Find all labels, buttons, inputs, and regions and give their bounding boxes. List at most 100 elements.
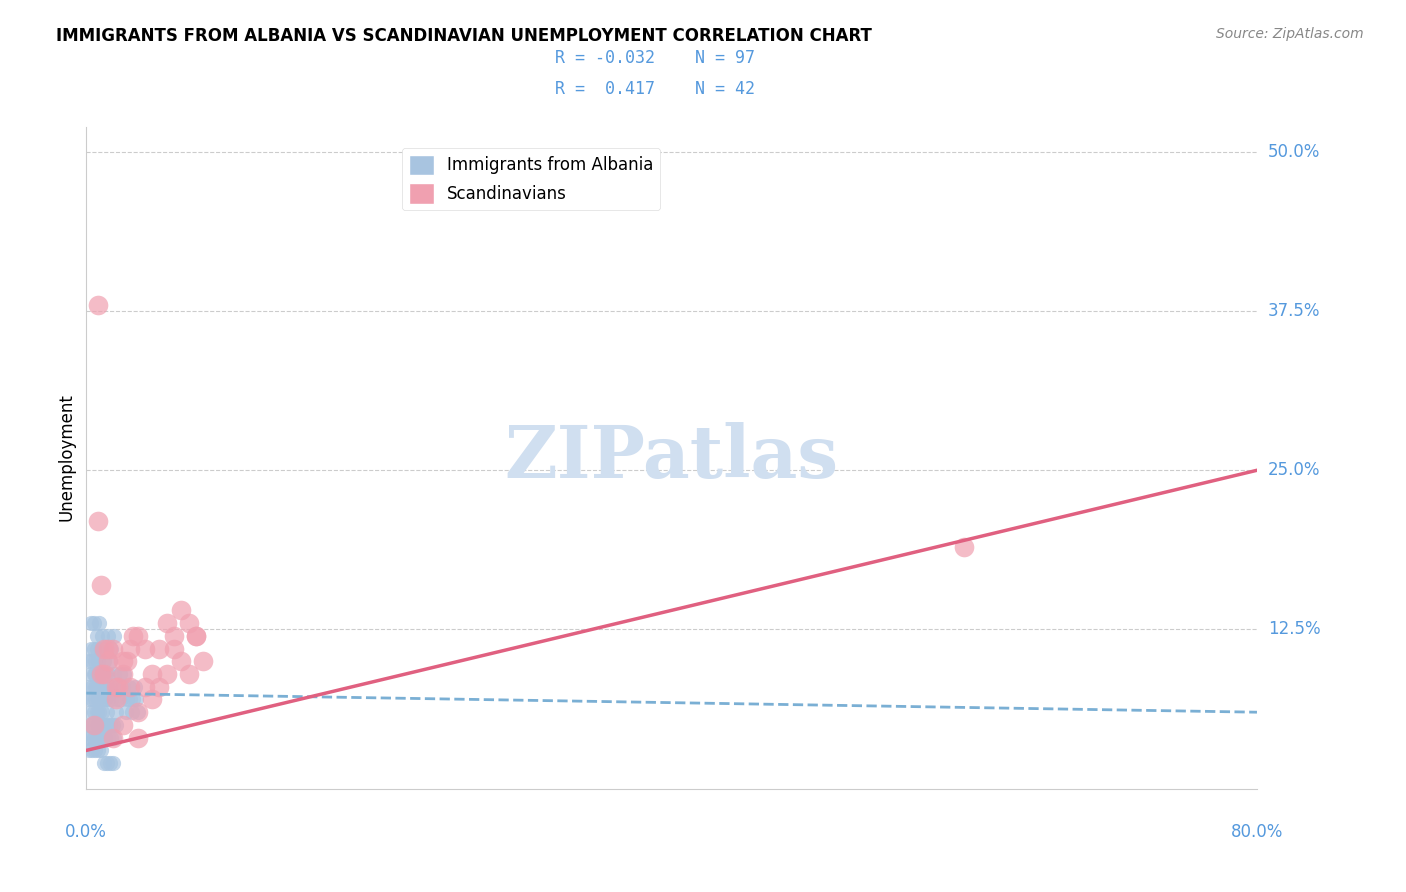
Point xyxy=(184,629,207,643)
Point xyxy=(177,667,200,681)
Point xyxy=(96,756,118,771)
Point xyxy=(100,641,122,656)
Point xyxy=(100,731,122,745)
Point xyxy=(90,667,112,681)
Point xyxy=(98,680,121,694)
Point xyxy=(84,743,107,757)
Point xyxy=(111,667,134,681)
Point xyxy=(94,641,117,656)
Point xyxy=(103,731,125,745)
Point xyxy=(82,718,104,732)
Point xyxy=(101,756,124,771)
Point xyxy=(94,667,117,681)
Point xyxy=(82,680,104,694)
Point xyxy=(96,705,118,719)
Point xyxy=(122,629,145,643)
Point xyxy=(89,705,111,719)
Point xyxy=(127,731,149,745)
Point xyxy=(87,514,110,528)
Point xyxy=(91,705,114,719)
Point xyxy=(83,718,105,732)
Point xyxy=(87,298,110,312)
Point xyxy=(84,718,107,732)
Point xyxy=(97,667,120,681)
Point xyxy=(83,667,105,681)
Point xyxy=(87,667,110,681)
Point xyxy=(141,667,163,681)
Point xyxy=(87,743,110,757)
Point xyxy=(122,692,145,706)
Point xyxy=(83,705,105,719)
Point xyxy=(79,641,101,656)
Point xyxy=(96,680,118,694)
Point xyxy=(101,718,124,732)
Text: ZIPatlas: ZIPatlas xyxy=(505,422,839,493)
Point xyxy=(93,654,115,668)
Point xyxy=(82,743,104,757)
Point xyxy=(184,629,207,643)
Point xyxy=(97,629,120,643)
Point xyxy=(84,654,107,668)
Legend: Immigrants from Albania, Scandinavians: Immigrants from Albania, Scandinavians xyxy=(402,148,661,211)
Point xyxy=(97,692,120,706)
Point xyxy=(91,667,114,681)
Text: 50.0%: 50.0% xyxy=(1268,143,1320,161)
Point xyxy=(86,705,108,719)
Point xyxy=(112,667,135,681)
Point xyxy=(94,731,117,745)
Point xyxy=(98,718,121,732)
Point xyxy=(79,667,101,681)
Point xyxy=(79,616,101,631)
Point xyxy=(117,654,139,668)
Point xyxy=(101,680,124,694)
Text: 80.0%: 80.0% xyxy=(1230,823,1284,841)
Point xyxy=(84,680,107,694)
Point xyxy=(114,705,136,719)
Point xyxy=(120,692,142,706)
Point xyxy=(127,705,149,719)
Point xyxy=(101,731,124,745)
Point xyxy=(89,680,111,694)
Text: 25.0%: 25.0% xyxy=(1268,461,1320,479)
Point xyxy=(93,680,115,694)
Point xyxy=(82,654,104,668)
Text: Source: ZipAtlas.com: Source: ZipAtlas.com xyxy=(1216,27,1364,41)
Point xyxy=(76,731,98,745)
Point xyxy=(120,641,142,656)
Point xyxy=(108,667,131,681)
Point xyxy=(103,667,125,681)
Y-axis label: Unemployment: Unemployment xyxy=(58,393,75,522)
Point xyxy=(148,680,170,694)
Point xyxy=(90,692,112,706)
Point xyxy=(100,692,122,706)
Point xyxy=(98,756,121,771)
Point xyxy=(87,692,110,706)
Point xyxy=(111,718,134,732)
Point xyxy=(83,731,105,745)
Point xyxy=(89,667,111,681)
Point xyxy=(82,692,104,706)
Point xyxy=(107,680,129,694)
Point xyxy=(127,705,149,719)
Point xyxy=(104,718,127,732)
Point xyxy=(105,692,128,706)
Point xyxy=(97,641,120,656)
Point xyxy=(177,616,200,631)
Point xyxy=(87,654,110,668)
Point xyxy=(93,667,115,681)
Point xyxy=(90,743,112,757)
Point xyxy=(111,680,134,694)
Point xyxy=(84,692,107,706)
Text: R =  0.417    N = 42: R = 0.417 N = 42 xyxy=(555,80,755,98)
Text: R = -0.032    N = 97: R = -0.032 N = 97 xyxy=(555,49,755,67)
Point xyxy=(90,578,112,592)
Point xyxy=(97,654,120,668)
Point xyxy=(93,756,115,771)
Point xyxy=(98,654,121,668)
Point xyxy=(127,629,149,643)
Point xyxy=(110,692,132,706)
Point xyxy=(134,680,156,694)
Point xyxy=(87,718,110,732)
Point xyxy=(120,680,142,694)
Point xyxy=(77,718,100,732)
